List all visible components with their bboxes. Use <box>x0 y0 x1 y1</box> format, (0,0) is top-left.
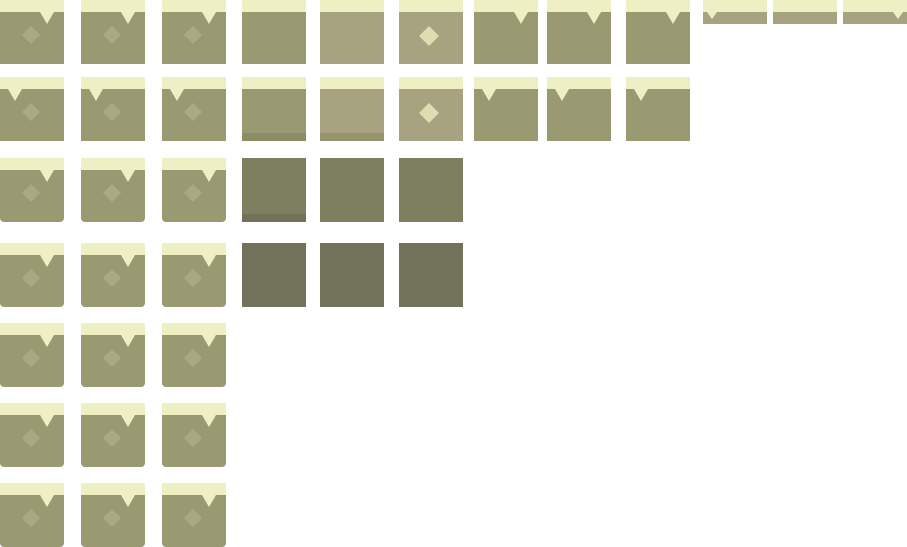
grass-top-plain-tile <box>242 0 306 64</box>
grass-top-notch-tile <box>474 77 538 141</box>
grass-top-sand-tile <box>320 0 384 64</box>
grass-top-sand-tile <box>320 77 384 141</box>
grass-strip-tile <box>703 0 767 24</box>
grass-top-notch-tile <box>474 0 538 64</box>
grass-strip-tile <box>843 0 907 24</box>
grass-top-gem-tile <box>399 0 463 64</box>
grass-top-notch-tile <box>81 483 145 547</box>
grass-top-plain-tile <box>242 77 306 141</box>
grass-top-notch-tile <box>0 77 64 141</box>
grass-top-notch-tile <box>81 243 145 307</box>
grass-top-notch-tile <box>81 77 145 141</box>
grass-top-gem-tile <box>399 77 463 141</box>
dirt-dark-tile <box>399 158 463 222</box>
grass-top-notch-tile <box>162 323 226 387</box>
grass-top-notch-tile <box>162 243 226 307</box>
dirt-darker-tile <box>399 243 463 307</box>
grass-top-notch-tile <box>162 77 226 141</box>
grass-top-notch-tile <box>547 0 611 64</box>
grass-top-notch-tile <box>0 158 64 222</box>
grass-strip-tile <box>773 0 837 24</box>
grass-top-notch-tile <box>626 0 690 64</box>
grass-top-notch-tile <box>81 403 145 467</box>
grass-top-notch-tile <box>0 403 64 467</box>
grass-top-notch-tile <box>81 158 145 222</box>
dirt-darker-tile <box>320 243 384 307</box>
grass-top-notch-tile <box>0 483 64 547</box>
grass-top-notch-tile <box>162 403 226 467</box>
grass-top-notch-tile <box>162 158 226 222</box>
grass-top-notch-tile <box>626 77 690 141</box>
grass-top-notch-tile <box>162 483 226 547</box>
grass-top-notch-tile <box>0 243 64 307</box>
grass-top-notch-tile <box>81 323 145 387</box>
grass-top-notch-tile <box>0 323 64 387</box>
grass-top-notch-tile <box>162 0 226 64</box>
grass-top-notch-tile <box>547 77 611 141</box>
grass-top-notch-tile <box>0 0 64 64</box>
grass-top-notch-tile <box>81 0 145 64</box>
dirt-darker-tile <box>242 243 306 307</box>
dirt-dark-tile <box>242 158 306 222</box>
dirt-dark-tile <box>320 158 384 222</box>
